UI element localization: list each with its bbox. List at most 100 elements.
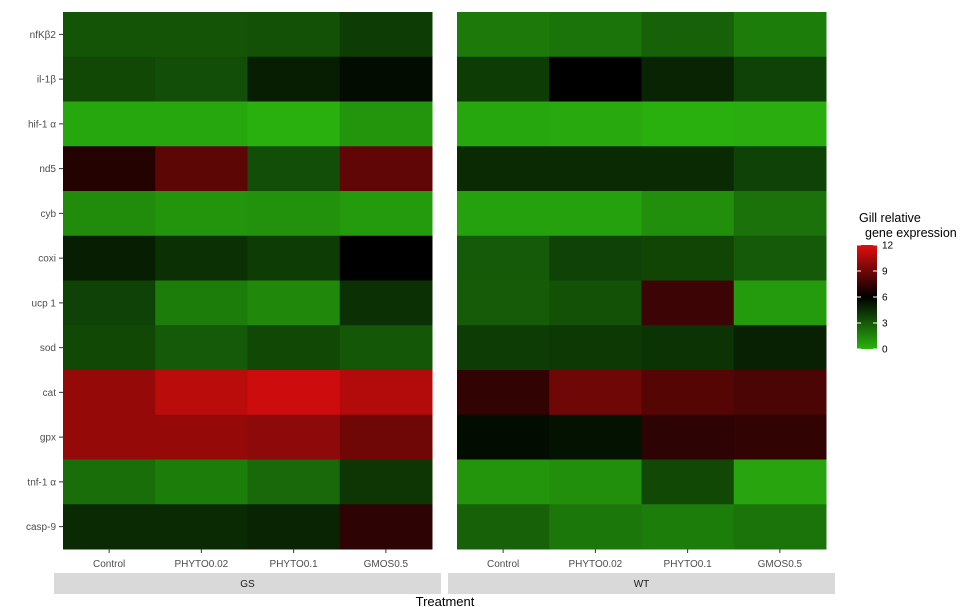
heatmap-cell [641, 504, 735, 550]
heatmap-cell [733, 235, 827, 281]
heatmap-cell [339, 370, 433, 416]
x-axis: Control PHYTO0.02 PHYTO0.1 GMOS0.5 Control PH… [93, 549, 803, 570]
heatmap-cell [155, 370, 248, 416]
panel-wt [457, 12, 827, 550]
heatmap-panels [63, 12, 827, 550]
heatmap-cell [733, 146, 827, 192]
colorbar-legend: Gill relative gene expression 0 3 6 9 12 [857, 211, 957, 356]
heatmap-cell [457, 325, 550, 371]
facet-strip-label: WT [634, 579, 650, 590]
heatmap-cell [641, 101, 735, 147]
heatmap-cell [155, 504, 248, 550]
x-tick-label: PHYTO0.02 [569, 559, 623, 570]
panel-gs [63, 12, 433, 550]
heatmap-cell [339, 414, 433, 460]
heatmap-cell [247, 235, 341, 281]
heatmap-cell [733, 370, 827, 416]
heatmap-cell [63, 325, 156, 371]
heatmap-cell [457, 414, 550, 460]
heatmap-cell [457, 280, 550, 326]
x-axis-title: Treatment [416, 594, 475, 607]
heatmap-cell [247, 459, 341, 505]
heatmap-cell [549, 459, 642, 505]
heatmap-cell [155, 56, 248, 102]
heatmap-cell [247, 370, 341, 416]
heatmap-cell [339, 459, 433, 505]
heatmap-cell [549, 146, 642, 192]
heatmap-cell [63, 56, 156, 102]
heatmap-cell [339, 504, 433, 550]
heatmap-cell [641, 325, 735, 371]
heatmap-cell [733, 56, 827, 102]
heatmap-cell [641, 235, 735, 281]
facet-strip-label: GS [240, 579, 255, 590]
y-tick-label: gpx [40, 433, 56, 444]
heatmap-cell [733, 414, 827, 460]
x-tick-label: GMOS0.5 [758, 559, 803, 570]
heatmap-cell [549, 504, 642, 550]
legend-title-line2: gene expression [865, 226, 957, 240]
x-tick-label: Control [487, 559, 519, 570]
y-tick-label: cat [43, 388, 57, 399]
heatmap-cell [63, 459, 156, 505]
legend-tick-label: 12 [882, 241, 894, 252]
heatmap-cell [733, 191, 827, 237]
heatmap-cell [457, 504, 550, 550]
heatmap-cell [339, 56, 433, 102]
heatmap-cell [733, 325, 827, 371]
heatmap-cell [247, 56, 341, 102]
y-tick-label: hif-1 α [28, 119, 56, 130]
x-tick-label: Control [93, 559, 125, 570]
heatmap-cell [641, 191, 735, 237]
legend-tick-label: 3 [882, 319, 888, 330]
heatmap-cell [247, 12, 341, 58]
heatmap-cell [247, 146, 341, 192]
heatmap-cell [733, 12, 827, 58]
heatmap-cell [339, 325, 433, 371]
heatmap-cell [247, 280, 341, 326]
heatmap-cell [549, 325, 642, 371]
heatmap-cell [63, 146, 156, 192]
heatmap-cell [641, 146, 735, 192]
facet-strip [448, 573, 835, 594]
heatmap-cell [457, 146, 550, 192]
heatmap-cell [63, 414, 156, 460]
heatmap-cell [641, 280, 735, 326]
y-axis: nfKβ2 il-1β hif-1 α nd5 cyb coxi ucp 1 sod cat gp… [26, 30, 63, 533]
heatmap-cell [339, 101, 433, 147]
heatmap-cell [63, 12, 156, 58]
heatmap-cell [549, 12, 642, 58]
heatmap-cell [247, 414, 341, 460]
heatmap-cell [549, 414, 642, 460]
y-tick-label: nfKβ2 [30, 30, 57, 41]
heatmap-cell [339, 146, 433, 192]
heatmap-cell [339, 235, 433, 281]
heatmap-cell [155, 12, 248, 58]
heatmap-cell [63, 370, 156, 416]
facet-strips: GS WT [54, 573, 835, 594]
y-tick-label: sod [40, 343, 56, 354]
heatmap-cell [339, 280, 433, 326]
y-tick-label: nd5 [39, 164, 56, 175]
heatmap-cell [63, 235, 156, 281]
x-tick-label: GMOS0.5 [364, 559, 409, 570]
heatmap-cell [549, 191, 642, 237]
x-tick-label: PHYTO0.02 [175, 559, 229, 570]
heatmap-cell [549, 235, 642, 281]
legend-tick-label: 9 [882, 267, 888, 278]
heatmap-cell [155, 325, 248, 371]
heatmap-cell [733, 101, 827, 147]
heatmap-cell [339, 191, 433, 237]
heatmap-cell [457, 459, 550, 505]
heatmap-cell [155, 146, 248, 192]
heatmap-cell [549, 56, 642, 102]
legend-title-line1: Gill relative [859, 211, 921, 225]
heatmap-cell [457, 191, 550, 237]
heatmap-cell [549, 280, 642, 326]
heatmap-cell [641, 414, 735, 460]
heatmap-cell [247, 101, 341, 147]
y-tick-label: ucp 1 [32, 298, 57, 309]
heatmap-cell [733, 459, 827, 505]
y-tick-label: casp-9 [26, 522, 56, 533]
